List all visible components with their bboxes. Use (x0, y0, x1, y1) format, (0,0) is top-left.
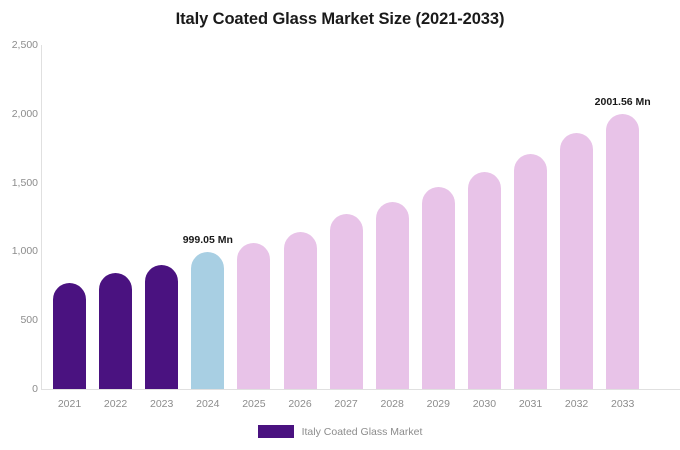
chart-title: Italy Coated Glass Market Size (2021-203… (175, 10, 505, 28)
x-axis-tick-label: 2023 (150, 398, 174, 410)
bar-rect[interactable] (145, 264, 179, 389)
bar-rect[interactable] (606, 113, 640, 389)
x-axis-line (41, 389, 680, 390)
x-axis-tick-label: 2030 (472, 398, 497, 410)
legend-swatch (257, 425, 294, 438)
bar-rect[interactable] (467, 172, 501, 389)
x-axis-tick-label: 2025 (242, 398, 266, 410)
bar-2025[interactable] (237, 45, 271, 389)
bar-rect[interactable] (560, 133, 594, 389)
bar-rect[interactable] (191, 251, 225, 389)
bar-2024[interactable] (191, 45, 225, 389)
bar-rect[interactable] (375, 202, 409, 389)
bar-rect[interactable] (514, 154, 547, 389)
bar-2029[interactable] (421, 45, 455, 389)
bar-value-label-2024: 999.05 Mn (182, 233, 233, 246)
bar-2033[interactable] (606, 45, 640, 389)
bar-2022[interactable] (99, 45, 133, 389)
y-axis-tick-label: 500 (20, 314, 38, 327)
y-axis-tick-label: 1,000 (11, 245, 38, 258)
plot-area (42, 45, 680, 389)
chart-legend: Italy Coated Glass Market (0, 425, 680, 438)
bar-rect[interactable] (421, 187, 455, 389)
bar-2031[interactable] (514, 45, 547, 389)
legend-item-italy-coated-glass-market[interactable]: Italy Coated Glass Market (257, 425, 423, 438)
y-axis-tick-label: 2,500 (11, 39, 38, 51)
x-axis-tick-label: 2022 (103, 398, 128, 410)
bar-2021[interactable] (53, 45, 86, 389)
y-axis-tick-label: 0 (32, 383, 38, 395)
x-axis-tick-label: 2028 (380, 398, 404, 410)
bar-value-label-2033: 2001.56 Mn (594, 95, 651, 108)
y-axis-tick-labels: 0 500 1,000 1,500 2,000 2,500 (0, 0, 38, 450)
bar-2027[interactable] (329, 45, 363, 389)
x-axis-tick-label: 2026 (288, 398, 312, 410)
x-axis-tick-label: 2021 (57, 398, 82, 410)
bar-rect[interactable] (283, 232, 317, 389)
bar-rect[interactable] (237, 243, 271, 389)
bar-rect[interactable] (329, 213, 363, 389)
x-axis-tick-label: 2032 (564, 398, 589, 410)
bar-rect[interactable] (53, 282, 86, 389)
x-axis-tick-label: 2031 (518, 398, 543, 410)
bar-2030[interactable] (467, 45, 501, 389)
bar-rect[interactable] (99, 273, 133, 389)
bar-2028[interactable] (375, 45, 409, 389)
x-axis-tick-label: 2033 (611, 398, 635, 410)
x-axis-tick-label: 2024 (196, 398, 220, 410)
y-axis-tick-label: 2,000 (11, 107, 38, 120)
legend-label: Italy Coated Glass Market (301, 425, 423, 438)
bar-2026[interactable] (283, 45, 317, 389)
y-axis-tick-label: 1,500 (11, 176, 38, 189)
bar-2023[interactable] (145, 45, 179, 389)
x-axis-tick-label: 2027 (334, 398, 358, 410)
y-axis-line (41, 45, 42, 389)
bar-2032[interactable] (560, 45, 594, 389)
x-axis-tick-label: 2029 (426, 398, 450, 410)
